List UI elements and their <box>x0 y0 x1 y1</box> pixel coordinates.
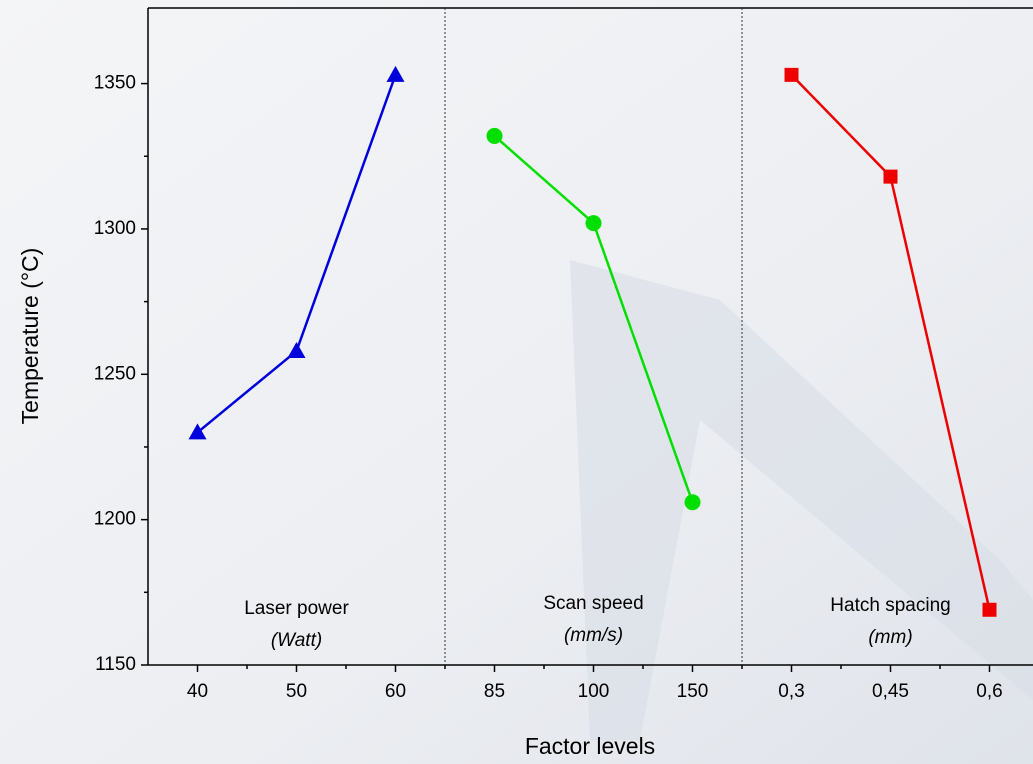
x-tick-label: 0,6 <box>976 681 1002 702</box>
x-tick-label: 85 <box>484 681 505 702</box>
marker <box>386 65 405 82</box>
y-axis-title: Temperature (°C) <box>17 248 43 425</box>
y-tick-label: 1250 <box>94 363 136 384</box>
x-tick-label: 0,45 <box>872 681 909 702</box>
marker <box>188 423 207 440</box>
background-shape <box>570 260 1033 740</box>
x-tick-label: 0,3 <box>778 681 804 702</box>
y-tick-label: 1150 <box>95 654 136 675</box>
marker <box>684 494 701 511</box>
x-tick-label: 50 <box>286 681 307 702</box>
x-tick-label: 60 <box>385 681 406 702</box>
y-tick-label: 1350 <box>94 73 136 94</box>
panel-unit: (Watt) <box>271 630 322 651</box>
x-axis-title: Factor levels <box>525 733 655 759</box>
marker <box>585 215 602 232</box>
panel-label: Laser power <box>244 598 349 619</box>
panel-unit: (mm/s) <box>564 625 623 646</box>
panel-unit: (mm) <box>868 627 912 648</box>
marker <box>883 169 898 184</box>
x-tick-label: 40 <box>187 681 208 702</box>
x-tick-label: 150 <box>677 681 709 702</box>
panel-label: Scan speed <box>543 593 643 614</box>
y-tick-label: 1300 <box>94 218 136 239</box>
marker <box>784 67 799 82</box>
panel-label: Hatch spacing <box>830 595 950 616</box>
x-tick-label: 100 <box>578 681 610 702</box>
marker <box>486 127 503 144</box>
y-tick-label: 1200 <box>94 509 136 530</box>
marker <box>287 342 306 359</box>
marker <box>982 602 997 617</box>
